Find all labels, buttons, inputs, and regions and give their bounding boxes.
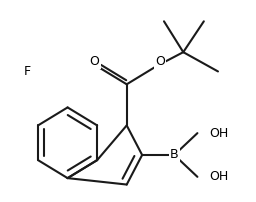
Text: O: O — [155, 55, 165, 68]
Text: OH: OH — [209, 170, 228, 183]
Text: B: B — [170, 148, 179, 161]
Text: F: F — [24, 65, 31, 78]
Text: OH: OH — [209, 127, 228, 140]
Text: O: O — [90, 55, 100, 68]
